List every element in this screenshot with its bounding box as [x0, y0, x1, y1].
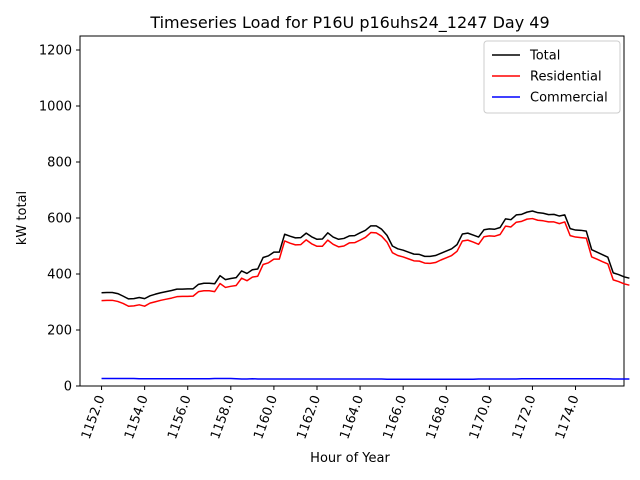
- series-lines: [101, 210, 630, 381]
- series-line-total: [101, 210, 630, 300]
- legend-label-residential: Residential: [530, 70, 602, 85]
- legend-box: [483, 40, 621, 114]
- y-axis-label: kW total: [15, 191, 30, 245]
- y-tick-label: 600: [47, 212, 72, 227]
- legend-label-total: Total: [529, 49, 560, 64]
- series-line-commercial: [101, 377, 630, 381]
- legend-label-commercial: Commercial: [530, 91, 608, 106]
- y-tick-label: 1000: [39, 100, 72, 115]
- y-tick-label: 0: [64, 380, 72, 395]
- y-tick-label: 1200: [39, 44, 72, 59]
- y-tick-label: 200: [47, 324, 72, 339]
- chart-title: Timeseries Load for P16U p16uhs24_1247 D…: [149, 13, 549, 33]
- series-line-residential: [101, 217, 630, 307]
- y-tick-label: 800: [47, 156, 72, 171]
- legend: Total Residential Commercial: [483, 40, 621, 114]
- y-tick-label: 400: [47, 268, 72, 283]
- y-axis-ticks: 0 200 400 600 800 1000 1200: [39, 44, 80, 395]
- x-axis-label: Hour of Year: [310, 451, 390, 466]
